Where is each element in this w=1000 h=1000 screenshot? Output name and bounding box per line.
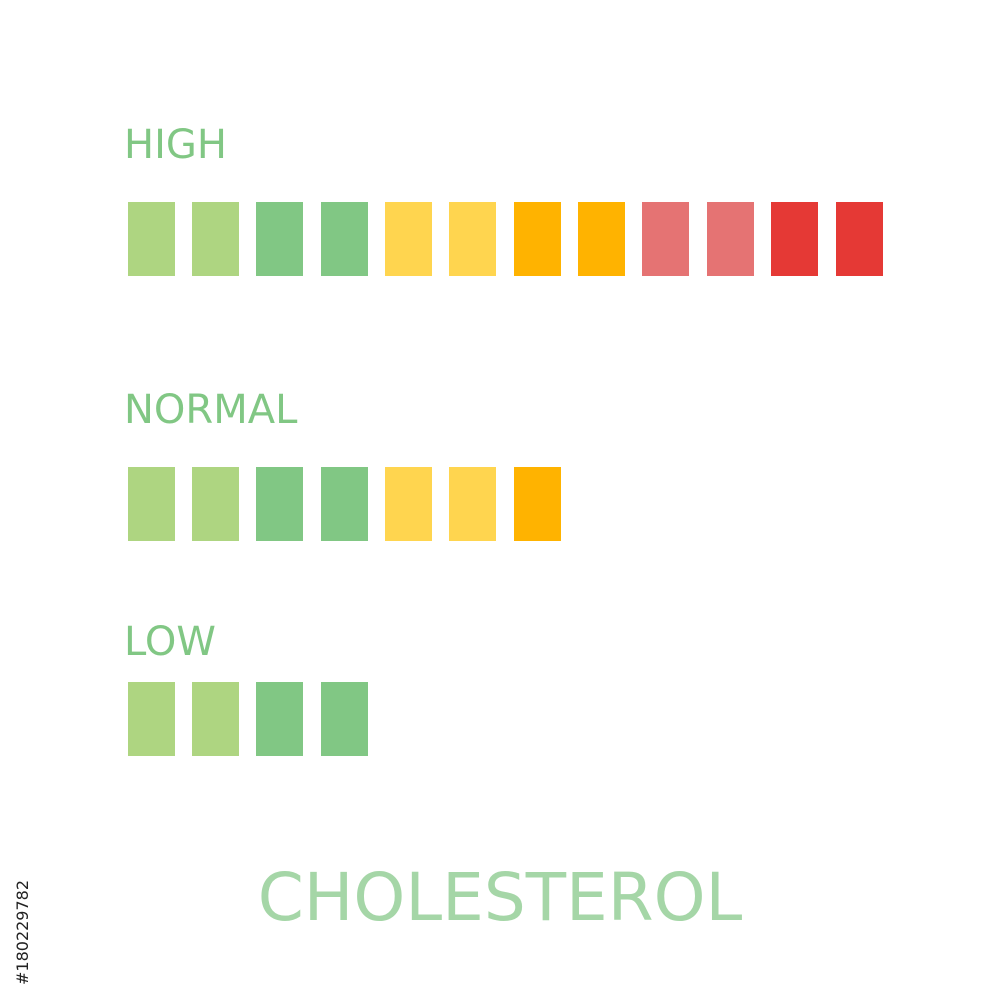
- block: [514, 467, 561, 541]
- block: [449, 202, 496, 276]
- block: [449, 467, 496, 541]
- block: [256, 467, 303, 541]
- block: [321, 202, 368, 276]
- block: [192, 467, 239, 541]
- block: [385, 467, 432, 541]
- level-label: NORMAL: [124, 387, 298, 433]
- block: [578, 202, 625, 276]
- level-label: HIGH: [124, 122, 227, 168]
- block: [385, 202, 432, 276]
- normal-scale: [128, 467, 561, 541]
- block: [514, 202, 561, 276]
- block: [192, 682, 239, 756]
- low-scale: [128, 682, 368, 756]
- stock-id: #180229782: [13, 880, 32, 985]
- block: [192, 202, 239, 276]
- block: [836, 202, 883, 276]
- high-scale: [128, 202, 883, 276]
- title: CHOLESTEROL: [258, 859, 743, 936]
- block: [707, 202, 754, 276]
- block: [256, 682, 303, 756]
- block: [128, 467, 175, 541]
- block: [771, 202, 818, 276]
- block: [128, 682, 175, 756]
- block: [321, 467, 368, 541]
- block: [642, 202, 689, 276]
- block: [256, 202, 303, 276]
- block: [128, 202, 175, 276]
- level-label: LOW: [124, 619, 216, 665]
- block: [321, 682, 368, 756]
